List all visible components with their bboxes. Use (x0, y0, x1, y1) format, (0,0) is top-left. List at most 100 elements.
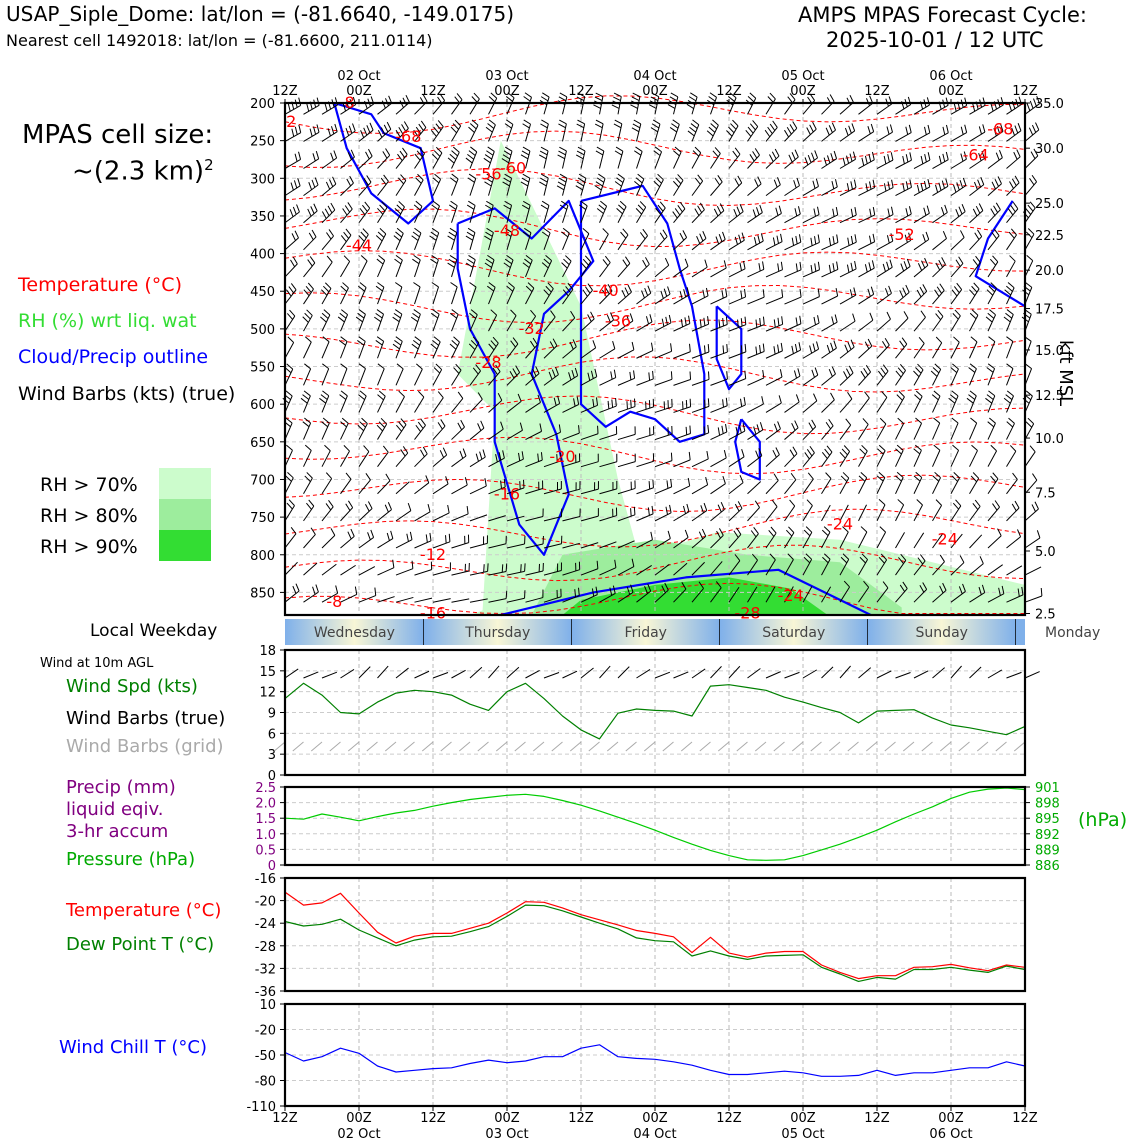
wind-barb-flag (647, 507, 650, 516)
wind-barb-flag (485, 258, 494, 265)
wind-barb-flag (548, 371, 553, 380)
wind-barb-flag (596, 177, 605, 183)
wind-barb-flag (680, 318, 684, 328)
wind-barb-flag (759, 422, 764, 431)
top-time-tick-label: 12Z (716, 84, 742, 99)
wind-barb-flag (812, 343, 816, 352)
wind-barb-flag (889, 124, 893, 133)
wind-barb-shaft (562, 178, 568, 196)
wind-barb-flag (934, 363, 942, 370)
wind-barb-flag (849, 153, 853, 162)
temperature-label: Temperature (°C) (66, 900, 222, 921)
wind-barb-flag (314, 177, 319, 186)
wind-barb-flag (578, 587, 580, 596)
wind-barb-flag (345, 472, 352, 480)
wind-barb-shaft (839, 531, 849, 549)
wind-barb-flag (311, 229, 317, 238)
wind-barb-flag (1025, 421, 1033, 428)
wind-barb-shaft (821, 214, 838, 224)
wind-barb-shaft (340, 182, 354, 196)
wind-barb-flag (294, 126, 298, 135)
wind-barb-flag (870, 286, 875, 295)
wind-barb-shaft (710, 509, 725, 522)
wind-barb-flag (1011, 178, 1017, 186)
bottom-time-tick-label: 12Z (864, 1111, 890, 1126)
wind-barb-flag (878, 471, 886, 478)
wind-barb-shaft (839, 320, 856, 332)
wind-barb-flag (409, 531, 413, 540)
wind-barb-flag (614, 119, 623, 125)
bottom-time-tick-label: 00Z (938, 1111, 964, 1126)
wind-barb-shaft (488, 205, 494, 223)
wind-barb-flag (917, 557, 924, 565)
wind-barb-flag (363, 127, 368, 136)
wind-barb-flag (823, 553, 831, 560)
wind-barb-flag (313, 203, 318, 212)
wind-barb-shaft (1024, 508, 1039, 522)
wind-barb-flag (1024, 363, 1032, 369)
wind-barb-flag (570, 310, 576, 319)
wind-barb-shaft (617, 433, 636, 441)
grid-wind-barb (551, 741, 563, 752)
wind-barb-flag (340, 363, 348, 369)
wind-panel-y-tick-label: 15 (259, 665, 276, 680)
wind-barb-flag (772, 120, 778, 128)
wind-barb-flag (653, 150, 661, 156)
grid-wind-barb (403, 741, 415, 752)
wind-barb-flag (517, 393, 522, 402)
wind-barb-flag (754, 179, 759, 187)
wind-barb-shaft (728, 456, 745, 468)
wind-barb-shaft (543, 374, 559, 386)
wind-barb-flag (525, 254, 533, 261)
wind-barb-shaft (377, 423, 388, 440)
wind-barb-shaft (710, 210, 725, 224)
wind-barb-shaft (728, 239, 745, 251)
wind-barb-flag (620, 231, 627, 239)
wind-barb-flag (379, 204, 386, 212)
wind-barb-shaft (506, 315, 517, 332)
bottom-time-tick-label: 00Z (642, 1111, 668, 1126)
wind-barb-flag (830, 342, 834, 351)
wind-barb-flag (324, 208, 330, 216)
wind-barb-shaft (525, 570, 544, 576)
wind-barb-shaft (562, 404, 579, 413)
wind-barb-flag (578, 425, 580, 434)
wind-barb-flag (1026, 103, 1031, 111)
wind-barb-shaft (321, 506, 334, 522)
wind-barb-flag (812, 180, 816, 189)
wind-barb-shaft (858, 102, 873, 115)
grid-wind-barb (384, 741, 397, 752)
wind-barb-shaft (395, 424, 407, 440)
surface-wind-barb (747, 668, 761, 679)
wind-barb-flag (604, 286, 610, 295)
wind-barb-shaft (839, 398, 853, 413)
wind-barb-flag (804, 157, 809, 166)
height-tick-label: 20.0 (1035, 264, 1064, 279)
wind-barb-flag (674, 208, 681, 216)
wind-barb-shaft (784, 375, 801, 386)
wind-barb-flag (364, 201, 371, 209)
wind-barb-shaft (488, 598, 507, 603)
wind-barb-shaft (747, 455, 763, 468)
wind-barb-flag (448, 533, 451, 542)
wind-barb-shaft (932, 238, 947, 251)
wind-barb-flag (594, 123, 603, 129)
top-time-tick-label: 12Z (1012, 84, 1038, 99)
wind-barb-flag (809, 445, 815, 454)
wind-barb-shaft (876, 477, 886, 494)
wind-barb-flag (469, 312, 476, 319)
wind-barb-flag (860, 526, 868, 533)
wind-barb-flag (315, 584, 319, 593)
wind-barb-flag (681, 582, 687, 590)
wind-barb-flag (867, 126, 871, 134)
grid-wind-barb (366, 741, 378, 752)
wind-barb-shaft (1006, 368, 1014, 386)
wind-barb-flag (542, 92, 550, 98)
wind-barb-shaft (451, 125, 462, 142)
wind-barb-shaft (525, 597, 544, 603)
wind-barb-flag (357, 424, 364, 432)
wind-barb-shaft (784, 213, 801, 224)
wind-barb-flag (936, 286, 943, 294)
wind-barb-shaft (654, 460, 673, 468)
wind-barb-shaft (432, 179, 442, 196)
